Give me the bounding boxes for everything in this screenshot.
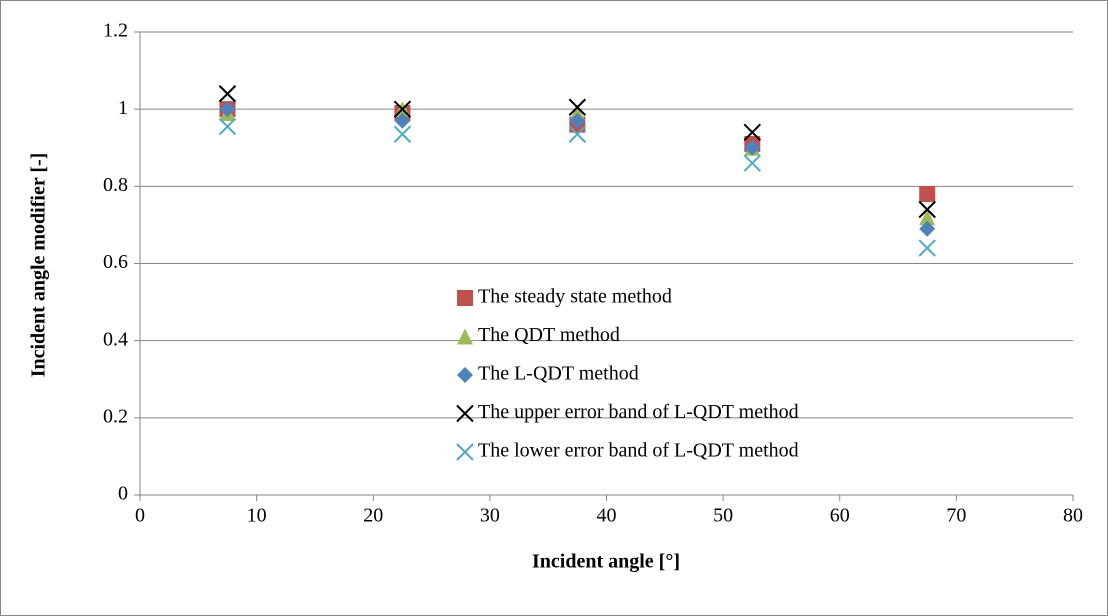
y-tick-label: 0.4 bbox=[103, 328, 128, 350]
marker-square bbox=[919, 186, 936, 203]
x-tick-label: 30 bbox=[480, 505, 500, 527]
marker-x bbox=[393, 125, 412, 143]
legend-label: The lower error band of L-QDT method bbox=[478, 440, 799, 462]
marker-diamond bbox=[744, 139, 761, 156]
marker-x bbox=[393, 100, 412, 118]
marker-square bbox=[457, 290, 473, 306]
marker-x bbox=[568, 98, 587, 116]
x-tick-label: 50 bbox=[713, 505, 733, 527]
marker-x bbox=[918, 200, 936, 219]
y-axis-label: Incident angle modifier [-] bbox=[28, 153, 50, 378]
marker-triangle bbox=[457, 328, 473, 345]
y-tick-label: 1 bbox=[118, 97, 128, 119]
marker-x bbox=[218, 85, 237, 103]
x-axis-label: Incident angle [°] bbox=[532, 551, 680, 573]
marker-x bbox=[456, 404, 474, 423]
y-tick-label: 1.2 bbox=[103, 20, 128, 42]
y-tick-label: 0.6 bbox=[103, 251, 128, 273]
x-tick-label: 0 bbox=[135, 505, 145, 527]
x-tick-label: 80 bbox=[1063, 505, 1083, 527]
marker-x bbox=[456, 443, 474, 461]
marker-diamond bbox=[219, 101, 236, 118]
marker-triangle bbox=[919, 209, 936, 226]
legend-label: The steady state method bbox=[478, 286, 672, 308]
marker-x bbox=[568, 125, 587, 143]
marker-x bbox=[743, 154, 761, 172]
x-tick-label: 40 bbox=[597, 505, 617, 527]
marker-diamond bbox=[457, 367, 473, 383]
x-tick-label: 70 bbox=[946, 505, 966, 527]
x-tick-label: 60 bbox=[830, 505, 850, 527]
y-tick-label: 0 bbox=[118, 483, 128, 505]
legend-label: The L-QDT method bbox=[478, 363, 639, 385]
y-tick-label: 0.2 bbox=[103, 405, 128, 427]
marker-diamond bbox=[394, 112, 411, 129]
marker-diamond bbox=[919, 220, 936, 237]
marker-x bbox=[743, 123, 761, 142]
x-tick-label: 10 bbox=[247, 505, 267, 527]
x-tick-label: 20 bbox=[363, 505, 383, 527]
marker-x bbox=[918, 239, 936, 257]
marker-diamond bbox=[569, 112, 586, 129]
y-tick-label: 0.8 bbox=[103, 174, 128, 196]
legend-label: The QDT method bbox=[478, 324, 620, 346]
marker-x bbox=[218, 117, 237, 136]
legend-label: The upper error band of L-QDT method bbox=[478, 401, 799, 423]
